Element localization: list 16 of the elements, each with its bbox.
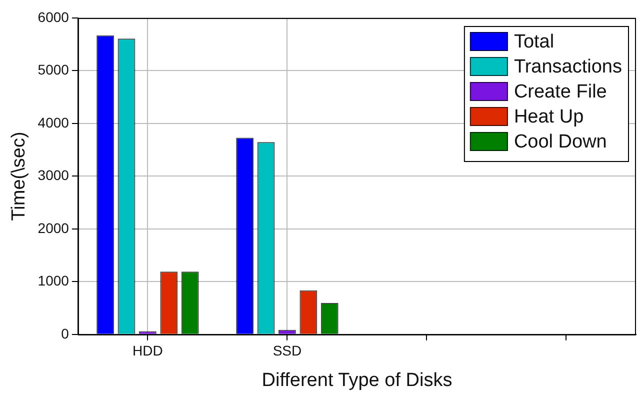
legend-label: Heat Up <box>514 106 584 128</box>
legend-label: Create File <box>514 82 607 103</box>
x-tick-label: HDD <box>132 342 163 359</box>
y-tick-label: 2000 <box>38 220 70 236</box>
legend-label: Transactions <box>514 56 622 78</box>
y-tick-label: 0 <box>61 325 70 342</box>
y-axis-title: Time(\sec) <box>8 132 30 221</box>
y-tick-label: 5000 <box>38 62 70 78</box>
legend-label: Cool Down <box>514 132 607 153</box>
y-tick-label: 6000 <box>38 8 70 25</box>
y-tick-label: 1000 <box>38 272 70 289</box>
legend-label: Total <box>514 32 554 53</box>
y-tick-label: 3000 <box>38 167 70 184</box>
x-tick-label: SSD <box>272 342 302 359</box>
y-tick-label: 4000 <box>38 114 70 130</box>
x-axis-title: Different Type of Disks <box>262 370 452 391</box>
